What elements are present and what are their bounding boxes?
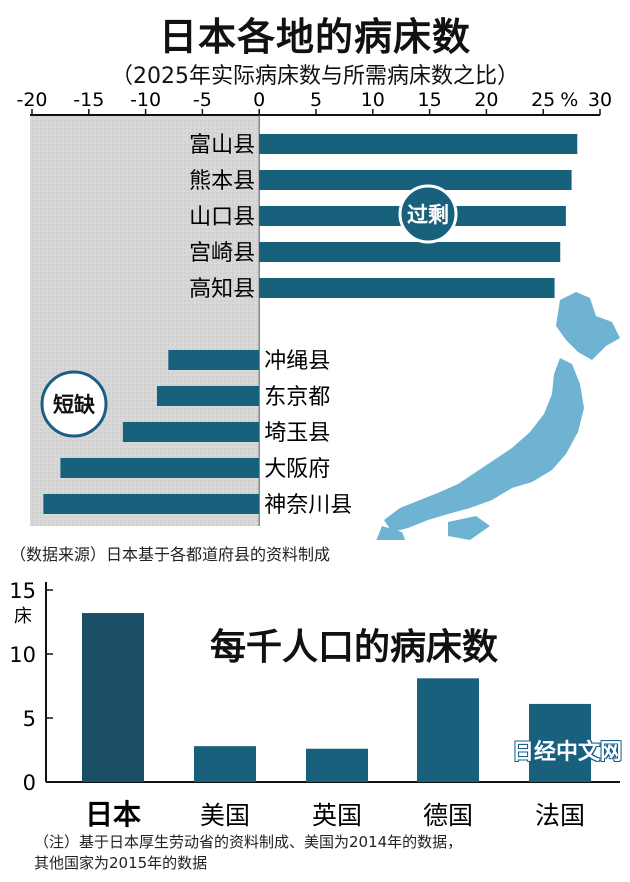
- shortage-badge: [40, 370, 108, 438]
- x-tick-label: 0: [253, 89, 265, 111]
- prefecture-bed-ratio-chart: -20 -15 -10 -5 0 5 10 15 20 25 30% 富山县熊本县山口县宫崎县高知县冲…: [16, 89, 620, 540]
- watermark: 日经中文网: [511, 740, 622, 765]
- x-tick-label: 30: [588, 89, 612, 111]
- category-label: 富山县: [189, 133, 255, 158]
- x-tick-label: 10: [361, 89, 385, 111]
- category-label: 冲绳县: [264, 349, 330, 374]
- category-label: 埼玉县: [264, 421, 330, 446]
- x-tick-label: 25: [531, 89, 555, 111]
- beds-per-thousand-chart: 0 5 10 15 床日本 美国 英国 德国 法国: [9, 579, 620, 830]
- category-label: 英国: [312, 801, 362, 830]
- x-tick-label: -20: [16, 89, 47, 111]
- y-tick-label: 5: [23, 707, 36, 731]
- bar: [259, 278, 555, 298]
- footnote: （注）基于日本厚生劳动省的资料制成、美国为2014年的数据， 其他国家为2015…: [34, 832, 624, 874]
- category-label: 高知县: [189, 277, 255, 302]
- bar: [43, 494, 260, 514]
- chart2-title: 每千人口的病床数: [210, 627, 499, 668]
- japan-map-icon: [376, 292, 620, 540]
- x-tick-label: 20: [474, 89, 498, 111]
- y-tick-label: 15: [9, 579, 36, 603]
- bar: [259, 170, 572, 190]
- category-label: 日本: [85, 798, 141, 830]
- bar: [259, 134, 578, 154]
- y-axis-unit: 床: [14, 606, 32, 627]
- bar: [529, 703, 591, 782]
- surplus-badge: [398, 184, 458, 244]
- x-tick-label: -15: [73, 89, 104, 111]
- bar: [60, 458, 260, 478]
- surplus-badge-label: 过剩: [407, 203, 449, 227]
- category-label: 山口县: [189, 205, 255, 230]
- x-tick-label: 15: [418, 89, 442, 111]
- shortage-badge-label: 短缺: [53, 393, 96, 417]
- category-label: 东京都: [264, 385, 330, 410]
- category-label: 美国: [200, 801, 250, 830]
- hokkaido-shape: [556, 292, 620, 360]
- bar: [82, 613, 144, 782]
- y-tick-label: 10: [9, 643, 36, 667]
- y-tick-label: 0: [23, 771, 36, 795]
- shikoku-shape: [448, 516, 490, 540]
- category-label: 德国: [423, 801, 473, 830]
- bar: [168, 350, 260, 370]
- bar: [259, 242, 561, 262]
- x-tick-label: 5: [310, 89, 322, 111]
- kyushu-shape: [376, 526, 406, 540]
- footnote-line: 其他国家为2015年的数据: [34, 854, 208, 872]
- unit-label: %: [560, 89, 578, 111]
- category-label: 大阪府: [264, 457, 330, 482]
- bar: [417, 678, 479, 782]
- footnote-line: （注）基于日本厚生劳动省的资料制成、美国为2014年的数据，: [34, 833, 463, 851]
- honshu-shape: [384, 358, 584, 532]
- bar: [194, 746, 256, 782]
- page-subtitle: （2025年实际病床数与所需病床数之比）: [111, 64, 519, 89]
- x-tick-label: -10: [130, 89, 161, 111]
- category-label: 神奈川县: [264, 493, 352, 518]
- negative-region-texture: [30, 115, 260, 526]
- category-label: 宫崎县: [189, 241, 255, 266]
- page-title: 日本各地的病床数: [158, 15, 471, 59]
- category-label: 法国: [535, 801, 585, 830]
- bar: [156, 386, 260, 406]
- x-tick-label: -5: [193, 89, 212, 111]
- category-label: 熊本县: [189, 169, 255, 194]
- bar: [306, 748, 368, 782]
- bar: [122, 422, 260, 442]
- source-note: （数据来源）日本基于各都道府县的资料制成: [10, 545, 331, 564]
